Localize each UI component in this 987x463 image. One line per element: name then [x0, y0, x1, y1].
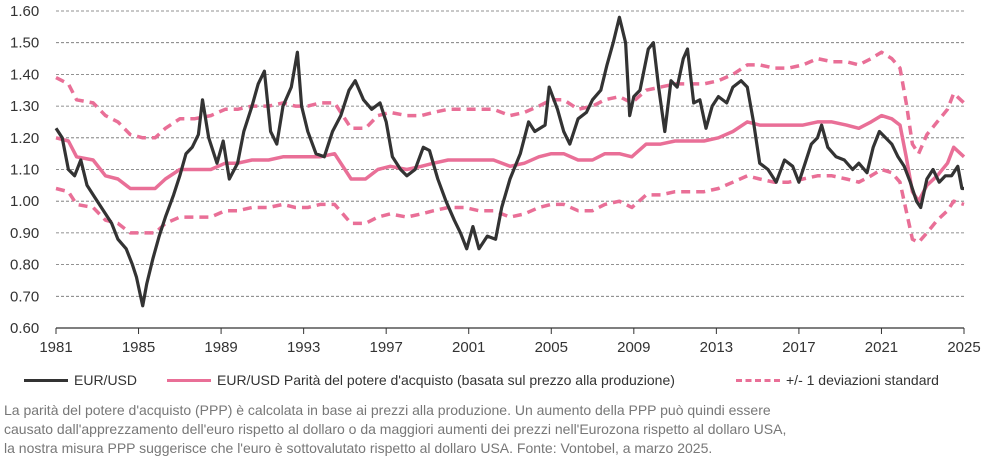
legend-swatch-eurusd: [24, 378, 68, 382]
series-lines: [54, 15, 966, 308]
y-axis: 0.60 0.70 0.80 0.90 1.00 1.10 1.20 1.30 1.40 1.50…: [10, 3, 39, 337]
series-line-std-lower: [55, 167, 965, 245]
chart: 0.60 0.70 0.80 0.90 1.00 1.10 1.20 1.30 1.40 1.50…: [10, 3, 981, 356]
legend-label-eurusd: EUR/USD: [74, 372, 138, 388]
x-tick-label: 2013: [700, 339, 733, 356]
caption: La parità del potere d'acquisto (PPP) è …: [4, 401, 979, 458]
gridlines: [56, 10, 964, 297]
series-line-std-upper: [55, 50, 966, 156]
caption-line: causato dall'apprezzamento dell'euro ris…: [4, 421, 787, 437]
x-tick-label: 2025: [947, 339, 980, 356]
x-tick-label: 2017: [782, 339, 815, 356]
legend-item-std: +/- 1 deviazioni standard: [736, 372, 939, 388]
legend: EUR/USD EUR/USD Parità del potere d'acqu…: [24, 372, 984, 390]
y-tick-label: 0.90: [10, 225, 39, 242]
y-tick-label: 1.20: [10, 130, 39, 147]
y-tick-label: 1.00: [10, 193, 39, 210]
legend-item-eurusd: EUR/USD: [24, 372, 137, 388]
caption-line: La parità del potere d'acquisto (PPP) è …: [4, 402, 771, 418]
y-tick-label: 1.40: [10, 66, 39, 83]
x-axis: 1981 1985 1989 1993 1997 2001 2005 2009 2013 2017…: [39, 327, 981, 356]
legend-label-std: +/- 1 deviazioni standard: [786, 372, 939, 388]
legend-swatch-ppp: [167, 378, 211, 382]
y-tick-label: 0.60: [10, 320, 39, 337]
legend-swatch-std: [736, 378, 780, 382]
legend-item-ppp: EUR/USD Parità del potere d'acquisto (ba…: [167, 372, 675, 388]
caption-line: la nostra misura PPP suggerisce che l'eu…: [4, 440, 713, 456]
legend-label-ppp: EUR/USD Parità del potere d'acquisto (ba…: [217, 372, 675, 388]
y-tick-label: 1.60: [10, 3, 39, 20]
x-tick-label: 1993: [287, 339, 320, 356]
y-tick-label: 0.70: [10, 288, 39, 305]
x-tick-label: 2021: [865, 339, 898, 356]
series-line-eurusd: [54, 15, 964, 308]
y-tick-label: 1.30: [10, 98, 39, 115]
y-tick-label: 0.80: [10, 257, 39, 274]
x-tick-label: 1997: [369, 339, 402, 356]
x-tick-label: 2005: [535, 339, 568, 356]
series-line-ppp: [55, 113, 966, 203]
y-tick-label: 1.10: [10, 162, 39, 179]
y-tick-label: 1.50: [10, 35, 39, 52]
x-tick-label: 1989: [204, 339, 237, 356]
x-tick-label: 2001: [452, 339, 485, 356]
x-tick-label: 1981: [39, 339, 72, 356]
x-tick-label: 1985: [122, 339, 155, 356]
x-tick-label: 2009: [617, 339, 650, 356]
